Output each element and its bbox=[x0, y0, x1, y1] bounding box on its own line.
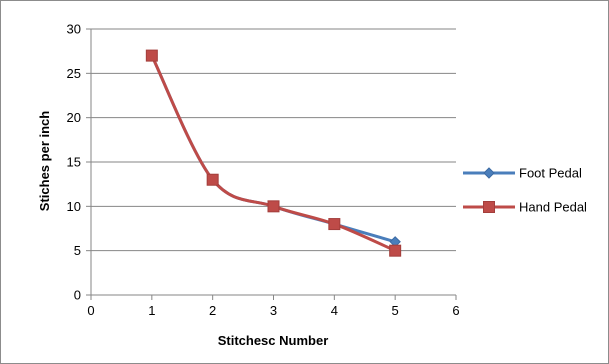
data-point-series-1 bbox=[145, 49, 158, 62]
x-tick-label: 5 bbox=[392, 303, 399, 318]
y-tick-label: 5 bbox=[74, 243, 81, 258]
y-tick-label: 0 bbox=[74, 288, 81, 303]
series-plot bbox=[150, 54, 397, 253]
x-tick-label: 0 bbox=[87, 303, 94, 318]
legend-marker-0 bbox=[483, 167, 495, 179]
x-axis-title: Stitchesc Number bbox=[218, 333, 329, 348]
series-line-1 bbox=[150, 54, 397, 253]
legend: Foot Pedal Hand Pedal bbox=[463, 166, 587, 215]
y-tick-label: 30 bbox=[67, 22, 81, 37]
series-line-0 bbox=[150, 54, 397, 244]
data-point-series-1 bbox=[267, 200, 280, 213]
legend-label-0: Foot Pedal bbox=[519, 166, 582, 181]
x-tick-label: 1 bbox=[148, 303, 155, 318]
y-tick-label: 15 bbox=[67, 155, 81, 170]
y-tick-label: 10 bbox=[67, 199, 81, 214]
legend-label-1: Hand Pedal bbox=[519, 200, 587, 215]
y-tick-label: 20 bbox=[67, 110, 81, 125]
data-point-series-1 bbox=[389, 244, 402, 257]
data-point-series-1 bbox=[206, 173, 219, 186]
x-tick-label: 3 bbox=[270, 303, 277, 318]
gridlines bbox=[91, 28, 456, 252]
x-tick-label: 4 bbox=[331, 303, 338, 318]
x-tick-label: 6 bbox=[452, 303, 459, 318]
axes: 0 5 10 15 20 25 30 0 1 2 3 4 5 6 bbox=[67, 22, 460, 319]
legend-marker-1 bbox=[483, 201, 495, 213]
x-tick-label: 2 bbox=[209, 303, 216, 318]
y-tick-label: 25 bbox=[67, 66, 81, 81]
series-markers bbox=[145, 49, 402, 257]
y-axis-title: Stiches per inch bbox=[37, 111, 52, 211]
data-point-series-1 bbox=[328, 218, 341, 231]
